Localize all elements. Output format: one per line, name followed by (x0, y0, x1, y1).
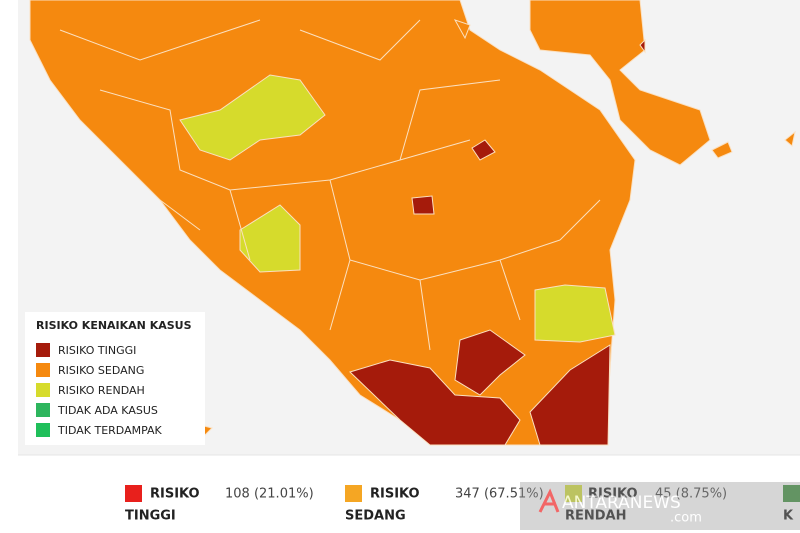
legend-item: RISIKO TINGGI (58, 344, 136, 357)
summary: RISIKO TINGGI 108 (21.01%) RISIKO SEDANG… (125, 485, 800, 524)
region-borders (59, 19, 601, 351)
region-tinggi (411, 38, 646, 215)
legend-item: TIDAK TERDAMPAK (57, 424, 163, 437)
watermark-logo (538, 488, 560, 513)
region-rendah (239, 204, 301, 273)
watermark-text: ANTARANEWS (562, 493, 681, 513)
legend-swatch (36, 363, 50, 377)
region-rendah (179, 74, 326, 161)
summary-swatch (345, 485, 362, 502)
region-rendah (534, 284, 616, 343)
island (199, 19, 796, 436)
region-tinggi (454, 329, 526, 396)
watermark-band (520, 482, 800, 530)
summary-count: 108 (21.01%) (225, 487, 314, 502)
region-sedang (529, 0, 711, 166)
map (29, 0, 796, 446)
summary-swatch (783, 485, 800, 502)
summary-label: SEDANG (345, 509, 406, 524)
summary-label: RENDAH (565, 509, 627, 524)
legend-swatch (36, 343, 50, 357)
legend-swatch (36, 403, 50, 417)
summary-label: RISIKO (370, 487, 420, 502)
watermark: ANTARANEWS .com (520, 482, 800, 530)
legend-box (25, 312, 205, 445)
summary-label: RISIKO (150, 487, 200, 502)
summary-count: 45 (8.75%) (655, 487, 727, 502)
region-tinggi (529, 344, 611, 446)
region-tinggi (349, 359, 521, 446)
summary-label: K (783, 509, 794, 524)
summary-label: RISIKO (588, 487, 638, 502)
legend-swatch (36, 383, 50, 397)
summary-swatch (125, 485, 142, 502)
legend-item: TIDAK ADA KASUS (57, 404, 158, 417)
legend-item: RISIKO RENDAH (58, 384, 145, 397)
watermark-suffix: .com (670, 511, 702, 526)
summary-label: TINGGI (125, 509, 176, 524)
legend-swatch (36, 423, 50, 437)
legend-title: RISIKO KENAIKAN KASUS (36, 319, 192, 332)
summary-swatch (565, 485, 582, 502)
legend-item: RISIKO SEDANG (58, 364, 144, 377)
summary-count: 347 (67.51%) (455, 487, 544, 502)
legend: RISIKO KENAIKAN KASUS RISIKO TINGGI RISI… (25, 312, 205, 445)
